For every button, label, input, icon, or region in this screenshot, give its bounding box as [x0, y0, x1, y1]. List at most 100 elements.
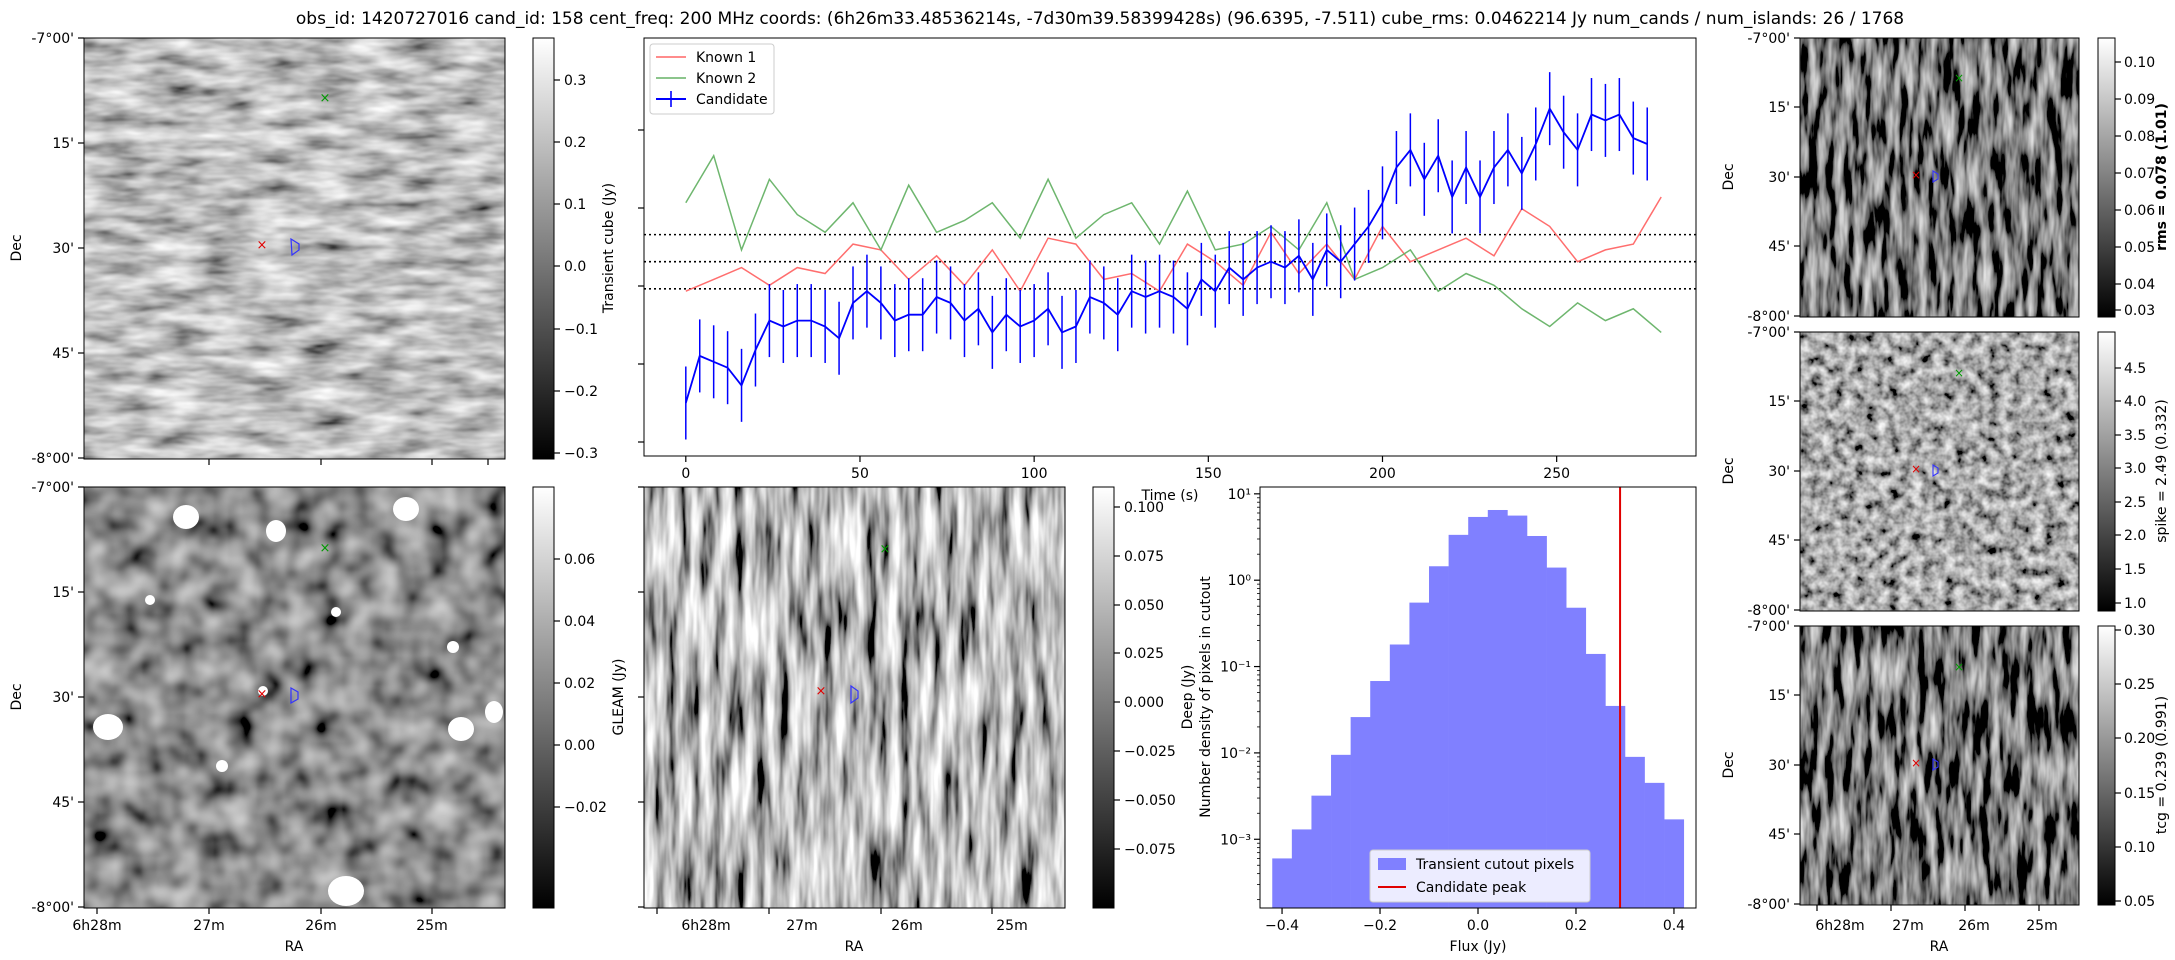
deep-cbar-tick: 0.100	[1124, 500, 1164, 516]
candidate-contour	[1932, 170, 1939, 183]
histogram-bar	[1526, 535, 1547, 908]
histogram-ylabel: Number density of pixels in cutout	[1198, 576, 1214, 818]
legend-known1-label: Known 1	[696, 50, 756, 66]
histogram-bar	[1350, 717, 1371, 908]
lightcurve-frame	[643, 37, 1697, 457]
gleam-image	[84, 487, 505, 908]
histogram-ytick-label: 10⁰	[1228, 573, 1252, 589]
gleam-ra-tick: 6h28m	[72, 918, 121, 934]
histogram-bar	[1546, 567, 1567, 908]
tcg-image	[1800, 626, 2079, 905]
histogram-bar	[1605, 705, 1626, 908]
tcg-dec-tick: -8°00'	[1747, 897, 1790, 913]
candidate-marker: ×	[816, 684, 827, 699]
lightcurve-xlabel: Time (s)	[1141, 488, 1199, 504]
panel-spike: -7°00' 15' 30' 45' -8°00' Dec × × 4.5 4.…	[1721, 325, 2170, 619]
tcg-dec-tick: 15'	[1768, 688, 1790, 704]
spike-colorbar	[2097, 331, 2116, 612]
known-source-marker: ×	[320, 91, 331, 106]
gleam-ra-label: RA	[285, 939, 304, 955]
known-source-marker: ×	[1954, 71, 1964, 85]
transient-dec-tick: 15'	[52, 136, 74, 152]
lightcurve-xtick-label: 200	[1369, 466, 1396, 482]
histogram-xtick-label: 0.0	[1467, 918, 1489, 934]
candidate-contour	[850, 684, 859, 705]
candidate-contour	[290, 686, 299, 705]
lightcurve-xtick-label: 0	[681, 466, 690, 482]
spike-dec-tick: 30'	[1768, 464, 1790, 480]
histogram-ytick-label: 10¹	[1228, 487, 1251, 503]
rms-image	[1800, 38, 2079, 317]
deep-cbar-tick: −0.025	[1124, 744, 1176, 760]
deep-cbar-tick: 0.025	[1124, 646, 1164, 662]
rms-colorbar	[2097, 37, 2116, 318]
spike-cbar-tick: 4.0	[2124, 394, 2146, 410]
series-known-2	[685, 153, 1662, 333]
histogram-xlabel: Flux (Jy)	[1450, 939, 1507, 955]
histogram-legend: Transient cutout pixels Candidate peak	[1369, 849, 1591, 903]
histogram-bar	[1389, 644, 1410, 908]
known-source-marker: ×	[320, 541, 331, 556]
gleam-cbar-tick: 0.00	[564, 738, 595, 754]
rms-dec-tick: -7°00'	[1747, 31, 1790, 47]
histogram-xtick-label: −0.2	[1363, 918, 1397, 934]
rms-cbar-tick: 0.06	[2124, 203, 2155, 219]
histogram-bar	[1448, 534, 1469, 908]
deep-cbar-tick: −0.050	[1124, 793, 1176, 809]
transient-dec-tick: 45'	[52, 346, 74, 362]
histogram-xtick-label: −0.4	[1265, 918, 1299, 934]
gleam-cbar-tick: 0.04	[564, 614, 595, 630]
gleam-cbar-tick: 0.02	[564, 676, 595, 692]
figure-title: obs_id: 1420727016 cand_id: 158 cent_fre…	[296, 9, 1904, 29]
gleam-cbar-tick: −0.02	[564, 800, 607, 816]
tcg-ra-tick: 25m	[2026, 918, 2057, 934]
lightcurve-xtick-label: 250	[1543, 466, 1570, 482]
spike-dec-label: Dec	[1721, 457, 1737, 484]
rms-dec-tick: -8°00'	[1747, 309, 1790, 325]
transient-cbar-tick: −0.2	[564, 384, 598, 400]
lightcurve-xtick-label: 100	[1021, 466, 1048, 482]
tcg-ra-tick: 26m	[1958, 918, 1989, 934]
tcg-ra-tick: 6h28m	[1815, 918, 1864, 934]
rms-dec-tick: 45'	[1768, 239, 1790, 255]
spike-cbar-tick: 3.0	[2124, 461, 2146, 477]
histogram-bar	[1644, 782, 1665, 908]
deep-cbar-tick: 0.050	[1124, 598, 1164, 614]
histogram-frame	[1259, 486, 1697, 909]
spike-cbar-tick: 1.5	[2124, 562, 2146, 578]
histogram-bar	[1291, 829, 1312, 908]
legend-histogram-label: Transient cutout pixels	[1415, 857, 1574, 873]
gleam-colorbar	[532, 486, 555, 909]
spike-cbar-tick: 3.5	[2124, 428, 2146, 444]
histogram-ytick-label: 10⁻³	[1220, 832, 1251, 848]
gleam-bright-sources	[93, 497, 503, 906]
rms-cbar-tick: 0.05	[2124, 240, 2155, 256]
spike-dec-tick: 15'	[1768, 394, 1790, 410]
gleam-dec-tick: 30'	[52, 690, 74, 706]
deep-ra-tick: 25m	[996, 918, 1027, 934]
transient-cbar-tick: 0.0	[564, 259, 586, 275]
rms-cbar-tick: 0.08	[2124, 129, 2155, 145]
rms-dec-label: Dec	[1721, 163, 1737, 190]
transient-colorbar	[532, 37, 555, 460]
spike-dec-tick: -7°00'	[1747, 325, 1790, 341]
transient-dec-tick: -8°00'	[31, 451, 74, 467]
lightcurve-legend: Known 1 Known 2 Candidate	[649, 43, 775, 115]
candidate-marker: ×	[257, 687, 268, 702]
spike-image	[1800, 332, 2079, 611]
lightcurve-xtick-label: 50	[851, 466, 869, 482]
panel-gleam: -7°00' 15' 30' 45' -8°00' 6h28m 27m 26m …	[9, 480, 627, 955]
panel-rms: -7°00' 15' 30' 45' -8°00' Dec × × 0.10 0…	[1721, 31, 2170, 325]
legend-candidate-label: Candidate	[696, 92, 768, 108]
tcg-cbar-tick: 0.10	[2124, 840, 2155, 856]
gleam-cbar-tick: 0.06	[564, 552, 595, 568]
known-source-marker: ×	[1954, 660, 1964, 674]
histogram-layer: −0.4 −0.2 0.0 0.2 0.4 10⁻³ 10⁻² 10⁻¹ 10⁰ 10¹	[1220, 487, 1685, 934]
histogram-bar	[1409, 602, 1430, 908]
rms-cbar-tick: 0.03	[2124, 303, 2155, 319]
legend-peak-label: Candidate peak	[1416, 880, 1527, 896]
tcg-dec-label: Dec	[1721, 751, 1737, 778]
transient-cbar-tick: 0.3	[564, 73, 586, 89]
histogram-bar	[1664, 819, 1685, 908]
